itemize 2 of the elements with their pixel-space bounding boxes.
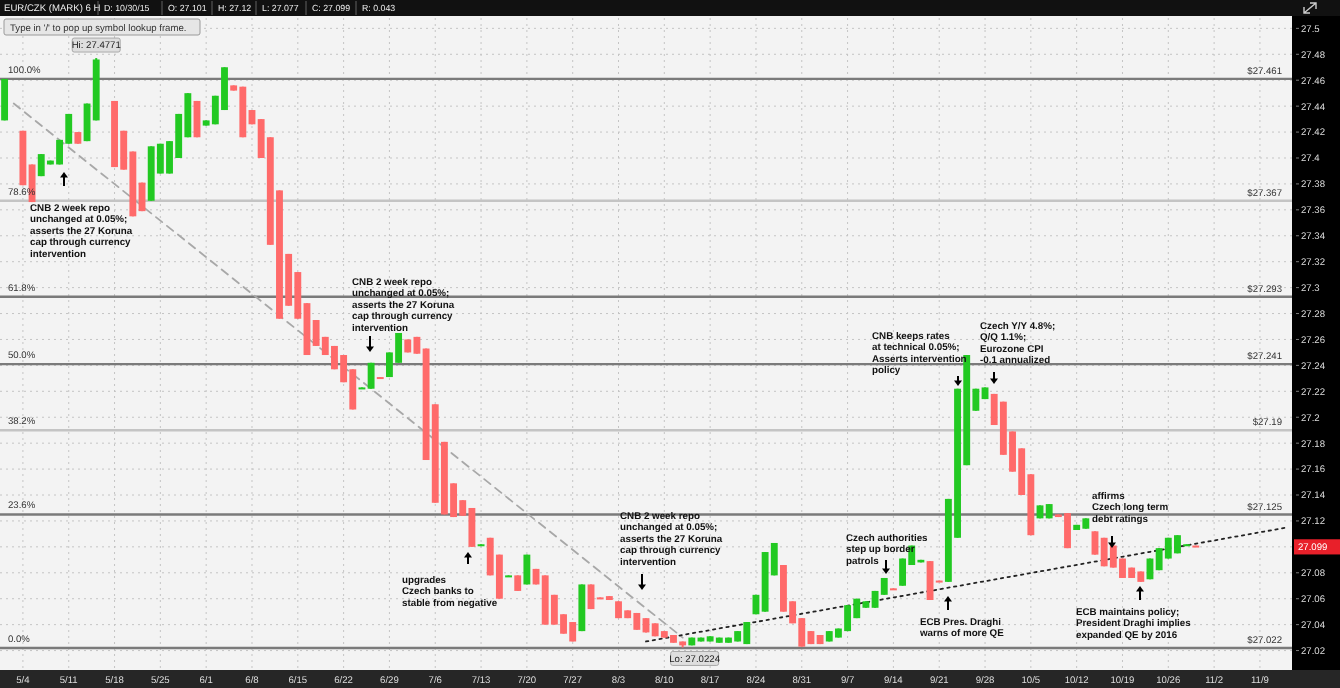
candlestick xyxy=(367,361,375,390)
candlestick xyxy=(578,583,586,633)
